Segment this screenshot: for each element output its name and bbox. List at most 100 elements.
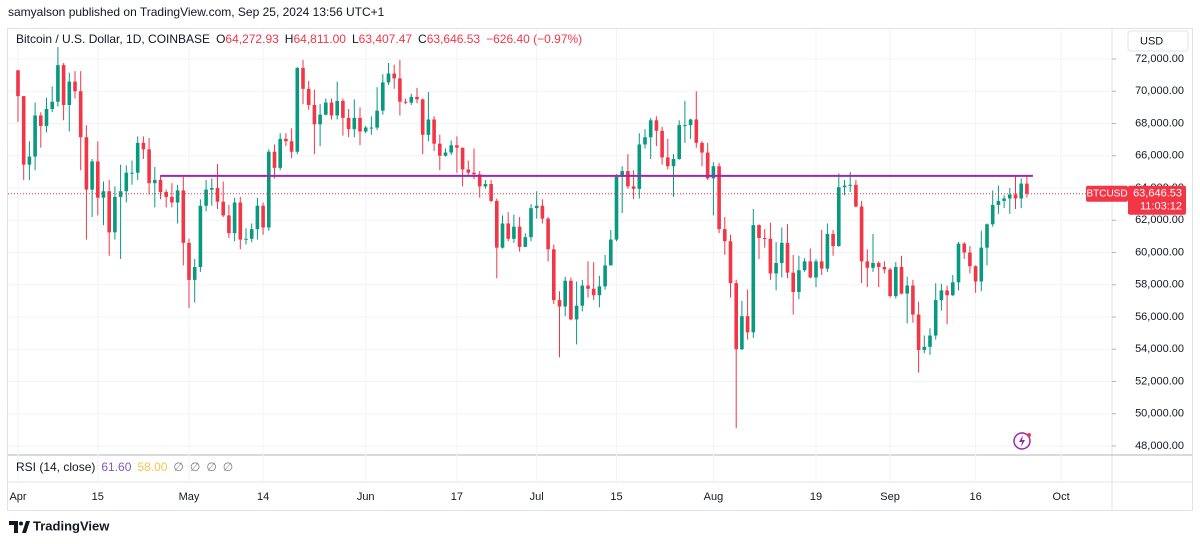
y-tick-label: 50,000.00 [1135, 408, 1184, 420]
candle-body [500, 223, 505, 248]
candle-body [757, 225, 761, 238]
candle-body [472, 172, 476, 175]
brand-logo[interactable] [9, 521, 30, 533]
candle-body [301, 67, 305, 89]
candle-body [557, 300, 562, 307]
y-tick-label: 52,000.00 [1135, 375, 1184, 387]
ohlc-prefix: O [216, 32, 225, 46]
candle-body [244, 238, 248, 240]
candle-body [848, 184, 852, 186]
y-tick-label: 70,000.00 [1135, 85, 1184, 97]
symbol: Bitcoin / U.S. Dollar, 1D, COINBASE [16, 32, 210, 46]
candle-body [666, 157, 670, 167]
x-tick-label: 15 [92, 491, 104, 503]
candle-body [831, 233, 835, 247]
candle-body [460, 147, 465, 170]
change: −626.40 (−0.97%) [486, 32, 582, 46]
candle-body [671, 158, 676, 167]
x-tick-label: May [179, 491, 200, 503]
rsi-value: 58.00 [137, 460, 167, 474]
candle-body [552, 249, 556, 301]
brand[interactable]: TradingView [33, 518, 110, 533]
x-tick-label: 16 [969, 491, 981, 503]
ohlc-prefix: H [285, 32, 294, 46]
currency-button[interactable] [1127, 30, 1189, 52]
candle-body [506, 223, 510, 239]
candle-body [996, 200, 1001, 205]
candle-body [637, 144, 642, 189]
candle-body [495, 200, 499, 248]
candle-body [466, 169, 471, 173]
candle-body [985, 224, 989, 248]
ohlc-value: 63,407.47 [359, 32, 413, 46]
candle-body [711, 166, 716, 179]
candle-body [381, 82, 385, 111]
candle-body [335, 100, 339, 116]
candle-body [876, 262, 881, 268]
candle-body [791, 272, 795, 292]
candle-body [118, 191, 123, 197]
candle-body [814, 261, 818, 278]
candle-body [403, 101, 408, 103]
candle-body [107, 191, 111, 233]
grid [8, 29, 1112, 482]
y-tick-label: 66,000.00 [1135, 150, 1184, 162]
x-tick-label: 15 [610, 491, 622, 503]
candle-body [289, 141, 294, 152]
candle-body [449, 145, 453, 153]
candle-body [797, 270, 801, 292]
candle-body [295, 67, 300, 152]
candle-body [734, 283, 738, 350]
ohlc-value: 63,646.53 [427, 32, 481, 46]
candle-body [477, 174, 482, 187]
y-tick-label: 60,000.00 [1135, 246, 1184, 258]
ohlc-prefix: L [352, 32, 359, 46]
candle-body [517, 226, 522, 247]
candle-body [84, 137, 89, 190]
candle-body [962, 243, 966, 253]
candle-body [945, 290, 949, 296]
candle-body [158, 179, 163, 193]
x-tick-label: Jun [357, 491, 375, 503]
candle-body [267, 151, 271, 228]
candle-body [192, 267, 197, 280]
candle-body [181, 190, 186, 243]
candle-body [683, 125, 687, 127]
candle-body [50, 101, 54, 110]
candle-body [90, 161, 94, 190]
candle-body [324, 102, 328, 115]
y-tick-label: 62,000.00 [1135, 214, 1184, 226]
candle-body [426, 119, 431, 135]
candle-body [751, 225, 756, 333]
candle-body [141, 142, 146, 150]
currency[interactable]: USD [1140, 35, 1163, 47]
candle-body [284, 138, 288, 142]
candle-body [238, 202, 243, 240]
candle-body [164, 192, 168, 197]
price-tag [1128, 185, 1186, 215]
candle-body [227, 215, 231, 234]
candle-body [882, 267, 887, 270]
candle-body [694, 119, 699, 143]
candle-body [723, 229, 727, 242]
candle-body [700, 142, 704, 153]
candle-body [135, 142, 140, 173]
candle-body [27, 156, 32, 165]
alert-icon[interactable] [1013, 432, 1031, 450]
candle-body [170, 196, 174, 203]
candle-body [603, 265, 607, 287]
rsi-title: RSI (14, close) [16, 460, 95, 474]
candle-body [626, 171, 630, 187]
candle-body [546, 218, 550, 250]
candle-body [16, 70, 20, 97]
candle-body [933, 300, 938, 336]
candle-body [854, 184, 858, 207]
candle-body [688, 119, 693, 126]
rsi-flag: ∅ [206, 460, 216, 474]
candle-body [113, 196, 117, 233]
candle-body [825, 233, 830, 269]
x-tick-label: 14 [257, 491, 269, 503]
candle-body [580, 285, 585, 306]
candle-body [346, 117, 351, 130]
candle-body [705, 152, 710, 179]
